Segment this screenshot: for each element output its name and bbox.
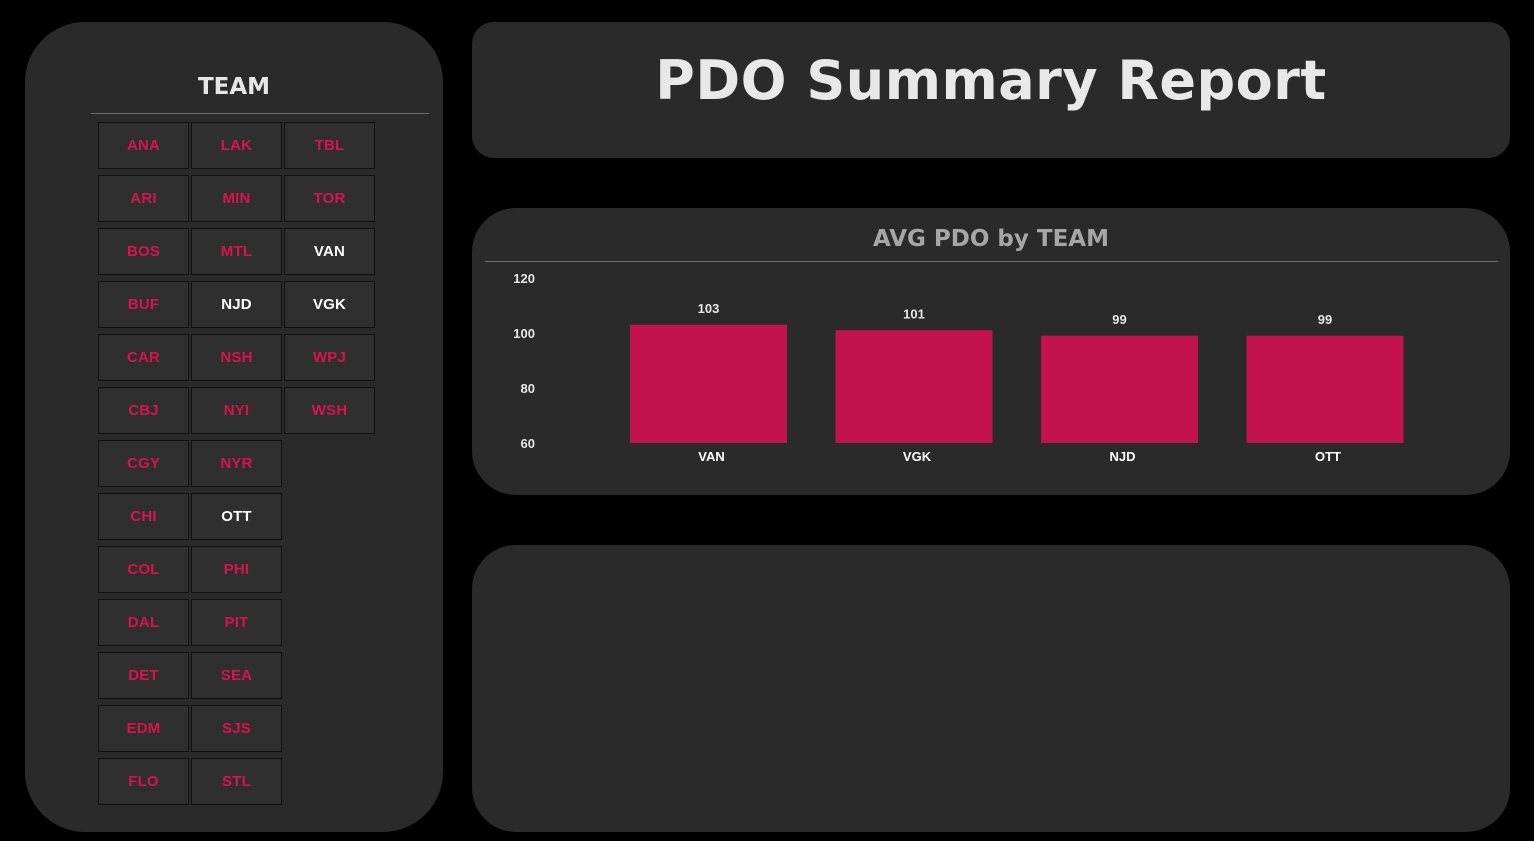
y-tick-label: 100: [513, 326, 535, 341]
bar-njd[interactable]: [1041, 335, 1198, 443]
bar-vgk[interactable]: [835, 330, 993, 443]
avg-pdo-bar-chart[interactable]: 120 100 80 60 103 VAN 101 VGK 99 NJD 99 OTT: [472, 208, 1510, 495]
empty-visual-panel: [472, 545, 1510, 832]
team-button-ana[interactable]: ANA: [98, 122, 189, 169]
team-button-det[interactable]: DET: [98, 652, 189, 699]
slicer-divider: [91, 113, 429, 114]
team-button-flo[interactable]: FLO: [98, 758, 189, 805]
team-button-sjs[interactable]: SJS: [191, 705, 282, 752]
team-button-nsh[interactable]: NSH: [191, 334, 282, 381]
x-tick-label-van: VAN: [698, 449, 724, 464]
team-button-phi[interactable]: PHI: [191, 546, 282, 593]
slicer-title: TEAM: [197, 74, 271, 100]
x-tick-label-njd: NJD: [1109, 449, 1135, 464]
team-button-dal[interactable]: DAL: [98, 599, 189, 646]
team-button-nyi[interactable]: NYI: [191, 387, 282, 434]
data-label-vgk: 101: [903, 306, 925, 321]
team-button-wsh[interactable]: WSH: [284, 387, 375, 434]
bar-ott[interactable]: [1246, 335, 1404, 443]
team-button-ari[interactable]: ARI: [98, 175, 189, 222]
x-tick-label-vgk: VGK: [903, 449, 932, 464]
team-button-tor[interactable]: TOR: [284, 175, 375, 222]
team-button-edm[interactable]: EDM: [98, 705, 189, 752]
team-button-sea[interactable]: SEA: [191, 652, 282, 699]
team-slicer-panel: TEAM ANA LAK TBL ARI MIN TOR BOS MTL VAN BUF NJD VG…: [25, 22, 443, 832]
team-button-bos[interactable]: BOS: [98, 228, 189, 275]
y-tick-label: 80: [521, 381, 535, 396]
team-button-ott[interactable]: OTT: [191, 493, 282, 540]
bar-van[interactable]: [630, 324, 787, 443]
team-button-min[interactable]: MIN: [191, 175, 282, 222]
team-button-van[interactable]: VAN: [284, 228, 375, 275]
team-button-wpj[interactable]: WPJ: [284, 334, 375, 381]
avg-pdo-chart-panel[interactable]: AVG PDO by TEAM 120 100 80 60 103 VAN 101 VGK 99…: [472, 208, 1510, 495]
team-button-cgy[interactable]: CGY: [98, 440, 189, 487]
data-label-njd: 99: [1112, 312, 1126, 327]
data-label-ott: 99: [1318, 312, 1332, 327]
data-label-van: 103: [698, 301, 720, 316]
team-button-nyr[interactable]: NYR: [191, 440, 282, 487]
team-button-mtl[interactable]: MTL: [191, 228, 282, 275]
y-tick-label: 60: [521, 436, 535, 451]
team-button-lak[interactable]: LAK: [191, 122, 282, 169]
team-button-col[interactable]: COL: [98, 546, 189, 593]
chart-title: AVG PDO by TEAM: [873, 226, 1109, 252]
page-title: PDO Summary Report: [655, 48, 1327, 112]
title-panel: PDO Summary Report: [472, 22, 1510, 158]
team-button-vgk[interactable]: VGK: [284, 281, 375, 328]
team-button-njd[interactable]: NJD: [191, 281, 282, 328]
team-button-tbl[interactable]: TBL: [284, 122, 375, 169]
team-button-buf[interactable]: BUF: [98, 281, 189, 328]
chart-divider: [485, 261, 1498, 262]
team-button-car[interactable]: CAR: [98, 334, 189, 381]
team-button-chi[interactable]: CHI: [98, 493, 189, 540]
team-button-stl[interactable]: STL: [191, 758, 282, 805]
team-button-grid: ANA LAK TBL ARI MIN TOR BOS MTL VAN BUF NJD VGK CAR N…: [98, 122, 375, 805]
team-button-cbj[interactable]: CBJ: [98, 387, 189, 434]
team-button-pit[interactable]: PIT: [191, 599, 282, 646]
y-tick-label: 120: [513, 271, 535, 286]
x-tick-label-ott: OTT: [1315, 449, 1341, 464]
